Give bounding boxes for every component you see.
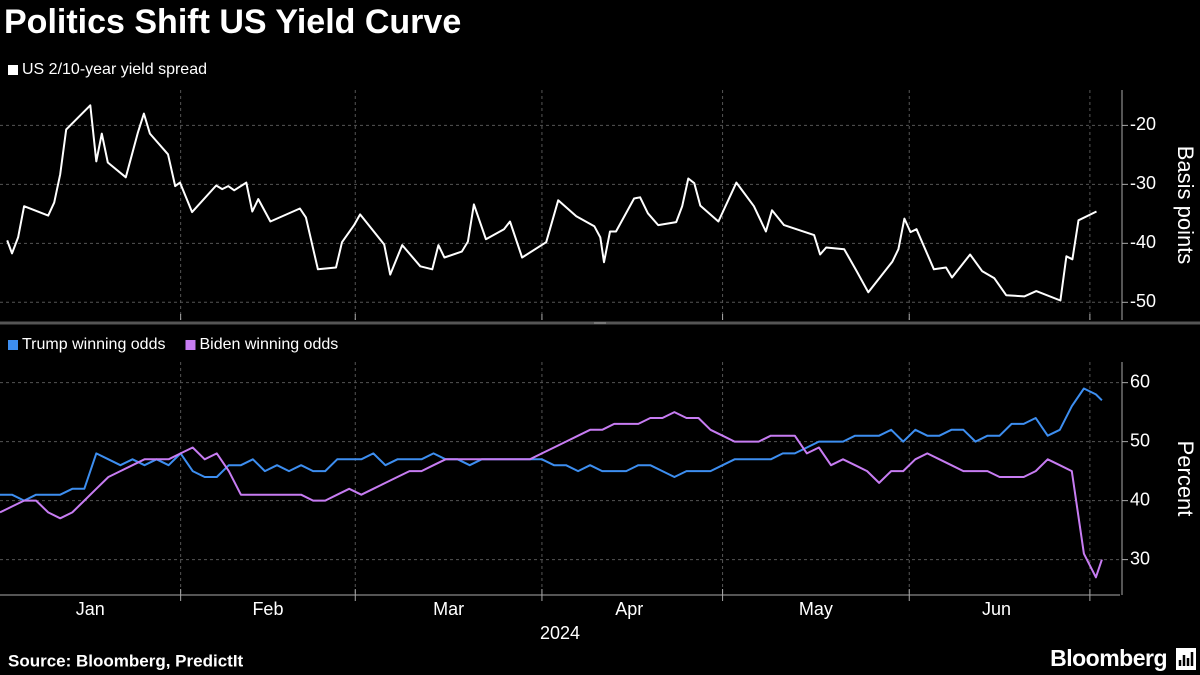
x-tick-label: Apr: [615, 599, 643, 619]
x-tick-label: Jun: [982, 599, 1011, 619]
y-tick-label: -40: [1130, 232, 1156, 252]
series-line: [6, 104, 1097, 302]
y-tick-label: 30: [1130, 548, 1150, 568]
x-tick-label: May: [799, 599, 833, 619]
legend-label: Biden winning odds: [199, 336, 338, 353]
x-tick-label: Mar: [433, 599, 464, 619]
legend-swatch: [8, 65, 18, 75]
brand-icon-bars: [1178, 652, 1194, 666]
legend-label: Trump winning odds: [22, 336, 165, 353]
legend-label: US 2/10-year yield spread: [22, 61, 207, 78]
y-tick-label: 50: [1130, 430, 1150, 450]
x-tick-label: Jan: [76, 599, 105, 619]
series-line: [0, 411, 1103, 579]
x-tick-label: Feb: [252, 599, 283, 619]
y-tick-label: 60: [1130, 371, 1150, 391]
y-tick-label: -30: [1130, 173, 1156, 193]
chart-title: Politics Shift US Yield Curve: [4, 3, 461, 41]
legend-swatch: [8, 340, 18, 350]
y-tick-label: 40: [1130, 489, 1150, 509]
source: Source: Bloomberg, PredictIt: [8, 651, 244, 670]
brand: Bloomberg: [1050, 645, 1167, 671]
y-tick-label: -50: [1130, 291, 1156, 311]
y-axis-title: Percent: [1173, 441, 1198, 517]
y-axis-title: Basis points: [1173, 146, 1198, 265]
legend-swatch: [185, 340, 196, 350]
y-tick-label: -20: [1130, 114, 1156, 134]
series-line: [0, 387, 1103, 502]
x-axis-title: 2024: [540, 623, 580, 643]
